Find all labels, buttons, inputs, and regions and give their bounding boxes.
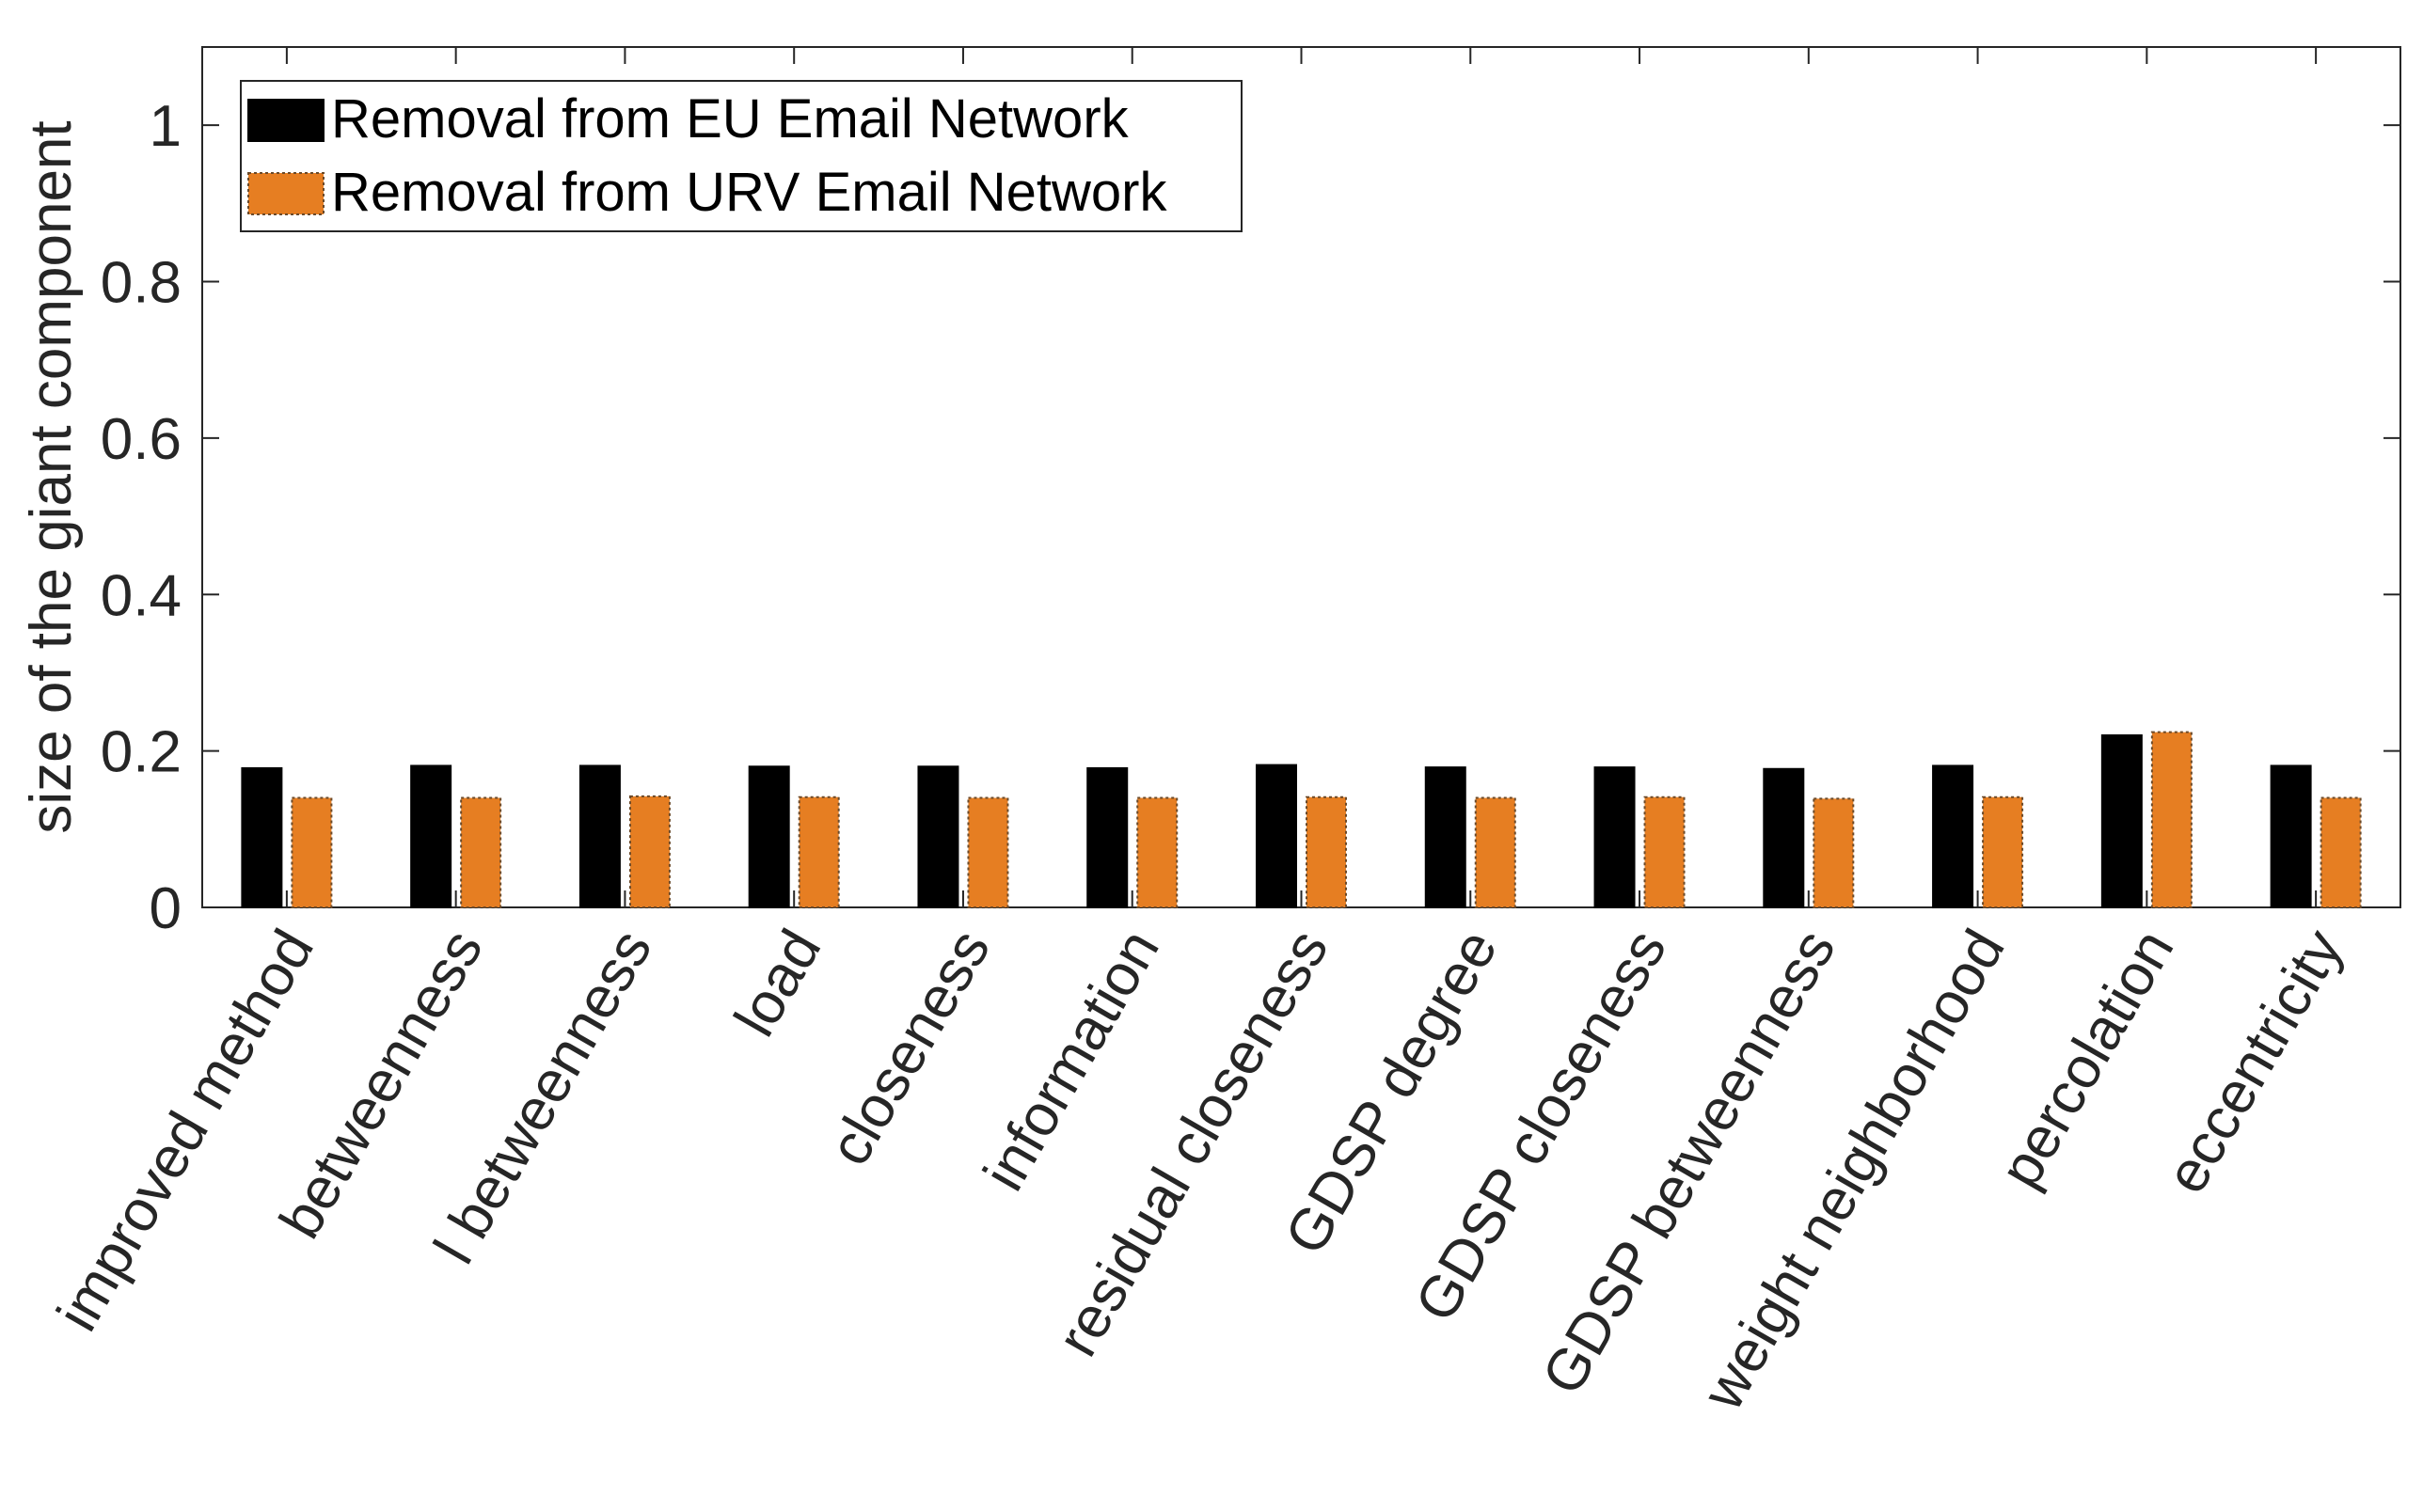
y-tick-label-1: 0.2 [101,720,182,785]
y-tick-label-4: 0.8 [101,251,182,316]
bar-eu-10 [1932,764,1974,909]
bar-eu-5 [1086,766,1129,908]
bar-eu-2 [578,764,621,909]
bar-urv-11 [2150,731,2193,908]
bar-urv-1 [460,796,502,909]
axes-group [202,47,2400,908]
x-tick-label-5: information [972,920,1172,1202]
bar-urv-4 [967,796,1009,909]
legend: Removal from EU Email Network Removal fro… [240,80,1243,232]
bar-urv-9 [1813,797,1855,908]
y-tick-label-5: 1 [150,94,182,159]
bar-urv-3 [798,795,840,908]
bar-eu-6 [1256,764,1297,908]
bar-eu-8 [1593,766,1636,909]
bar-urv-12 [2320,796,2362,909]
y-tick-label-2: 0.4 [101,563,182,628]
bar-urv-0 [291,796,333,909]
x-tick-label-0: improved method [45,920,326,1342]
bar-urv-7 [1474,796,1516,909]
bar-eu-12 [2270,764,2312,909]
legend-label-eu: Removal from EU Email Network [331,88,1130,150]
y-tick-label-0: 0 [150,876,182,941]
legend-label-urv: Removal from URV Email Network [331,162,1167,223]
bar-eu-9 [1763,767,1805,908]
bar-urv-5 [1136,796,1179,909]
bar-urv-10 [1982,795,2024,908]
bar-eu-3 [748,765,790,908]
x-tick-label-11: percolation [1987,920,2186,1199]
bar-eu-4 [917,765,959,908]
x-tick-label-4: closeness [816,920,1003,1176]
bar-urv-6 [1306,795,1347,908]
x-tick-label-3: load [722,920,833,1047]
legend-swatch-eu [247,99,325,142]
bar-eu-0 [241,766,283,908]
x-tick-label-9: GDSP betweenness [1530,919,1848,1405]
bar-eu-11 [2100,734,2143,908]
bar-urv-8 [1643,795,1686,908]
x-tick-label-12: eccentricity [2153,920,2355,1205]
bar-urv-2 [628,795,671,909]
legend-box [240,80,1243,232]
y-tick-labels: 0 0.2 0.4 0.6 0.8 1 [101,94,182,941]
legend-swatch-urv [247,172,325,215]
bar-eu-1 [410,764,452,909]
y-axis-label: size of the giant component [19,120,84,833]
x-tick-label-10: weight neighborhood [1690,920,2018,1422]
y-tick-label-3: 0.6 [101,407,182,472]
bars-group [241,731,2362,909]
bar-eu-7 [1424,766,1466,909]
